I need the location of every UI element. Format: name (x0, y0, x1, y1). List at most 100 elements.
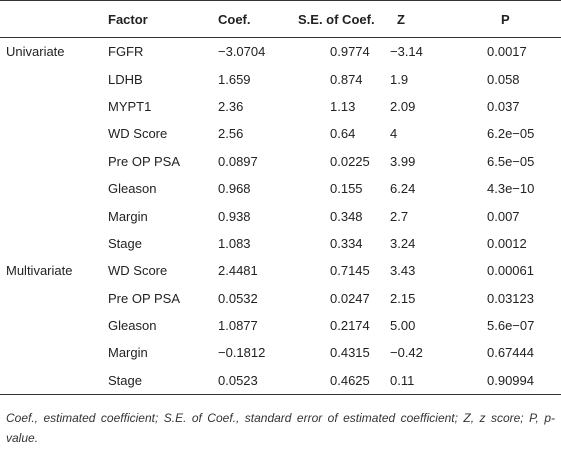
header-cell: Z (397, 11, 405, 27)
table-row: Pre OP PSA 0.0532 0.0247 2.15 0.03123 (0, 285, 561, 312)
table-cell: 0.67444 (487, 345, 534, 361)
table-cell: 5.6e−07 (487, 318, 535, 334)
table-cell: Margin (108, 345, 148, 361)
table-cell: 0.0532 (218, 290, 258, 306)
table-cell: 1.659 (218, 71, 251, 87)
table-cell: 3.99 (390, 153, 416, 169)
header-row: Factor Coef. S.E. of Coef. Z P (0, 0, 561, 38)
header-cell (0, 1, 108, 38)
group-label: Univariate (6, 44, 65, 60)
table-row: WD Score 2.56 0.64 4 6.2e−05 (0, 120, 561, 147)
group-label (0, 339, 108, 366)
table-cell: LDHB (108, 71, 143, 87)
table-cell: 2.7 (390, 208, 409, 224)
table-cell: 0.0247 (330, 290, 370, 306)
table-cell: 0.00061 (487, 263, 534, 279)
table-row: Stage 0.0523 0.4625 0.11 0.90994 (0, 367, 561, 395)
results-table: Factor Coef. S.E. of Coef. Z P Univariate FGF… (0, 0, 561, 395)
table-row: Gleason 1.0877 0.2174 5.00 5.6e−07 (0, 312, 561, 339)
table-cell: MYPT1 (108, 98, 152, 114)
table-cell: 0.334 (330, 235, 363, 251)
table-cell: 1.0877 (218, 318, 258, 334)
table-cell: −0.1812 (218, 345, 266, 361)
table-cell: 1.083 (218, 235, 251, 251)
table-cell: Stage (108, 372, 142, 388)
table-cell: 0.64 (330, 126, 356, 142)
table-cell: −3.0704 (218, 44, 266, 60)
table-row: MYPT1 2.36 1.13 2.09 0.037 (0, 93, 561, 120)
group-label (0, 175, 108, 202)
table-cell: 0.90994 (487, 372, 534, 388)
table-cell: 0.11 (390, 372, 415, 388)
table-cell: 5.00 (390, 318, 416, 334)
table-cell: 4 (390, 126, 398, 142)
table-cell: 0.058 (487, 71, 520, 87)
table-cell: 1.9 (390, 71, 409, 87)
table-cell: 0.0012 (487, 235, 527, 251)
table-cell: 0.0897 (218, 153, 258, 169)
header-cell: Coef. (218, 11, 251, 27)
table-row: Margin 0.938 0.348 2.7 0.007 (0, 202, 561, 229)
table-cell: 3.24 (390, 235, 416, 251)
table-cell: Gleason (108, 181, 157, 197)
table-cell: 0.9774 (330, 44, 370, 60)
table-cell: Pre OP PSA (108, 153, 181, 169)
group-label: Multivariate (6, 263, 73, 279)
table-cell: WD Score (108, 263, 168, 279)
table-row: Margin −0.1812 0.4315 −0.42 0.67444 (0, 339, 561, 366)
table-cell: 6.5e−05 (487, 153, 535, 169)
table-row: Gleason 0.968 0.155 6.24 4.3e−10 (0, 175, 561, 202)
header-cell: Factor (108, 11, 148, 27)
table-cell: 0.4625 (330, 372, 370, 388)
table-cell: 0.0523 (218, 372, 258, 388)
table-row: Stage 1.083 0.334 3.24 0.0012 (0, 230, 561, 257)
table-cell: 3.43 (390, 263, 416, 279)
table-cell: 0.007 (487, 208, 520, 224)
table-cell: 0.2174 (330, 318, 370, 334)
table-cell: 0.938 (218, 208, 251, 224)
table-cell: Margin (108, 208, 148, 224)
table-cell: 0.037 (487, 98, 520, 114)
table-cell: −0.42 (390, 345, 423, 361)
table-cell: Gleason (108, 318, 157, 334)
table-cell: 4.3e−10 (487, 181, 535, 197)
group-label (0, 93, 108, 120)
table-cell: WD Score (108, 126, 168, 142)
group-label (0, 202, 108, 229)
table-cell: −3.14 (390, 44, 423, 60)
table-cell: 2.15 (390, 290, 416, 306)
footnote: Coef., estimated coefficient; S.E. of Co… (6, 411, 555, 445)
table-cell: 0.968 (218, 181, 251, 197)
table-cell: 0.348 (330, 208, 363, 224)
group-label (0, 312, 108, 339)
header-cell: P (501, 11, 510, 27)
table-cell: 6.2e−05 (487, 126, 535, 142)
table-cell: 0.4315 (330, 345, 370, 361)
table-row: LDHB 1.659 0.874 1.9 0.058 (0, 65, 561, 92)
header-cell: S.E. of Coef. (298, 11, 375, 27)
table-cell: 0.155 (330, 181, 363, 197)
table-cell: Pre OP PSA (108, 290, 181, 306)
table-cell: 2.36 (218, 98, 244, 114)
table-cell: FGFR (108, 44, 144, 60)
table-cell: 0.7145 (330, 263, 370, 279)
table-cell: 0.874 (330, 71, 363, 87)
table-row: Pre OP PSA 0.0897 0.0225 3.99 6.5e−05 (0, 148, 561, 175)
group-label (0, 120, 108, 147)
group-label (0, 367, 108, 395)
table-cell: 1.13 (330, 98, 356, 114)
table-cell: 0.0225 (330, 153, 370, 169)
table-cell: Stage (108, 235, 142, 251)
table-cell: 2.09 (390, 98, 416, 114)
group-label (0, 148, 108, 175)
table-body: Univariate FGFR −3.0704 0.9774 −3.14 0.0017 LD… (0, 38, 561, 395)
table-row: Multivariate WD Score 2.4481 0.7145 3.43 0.00… (0, 257, 561, 284)
group-label (0, 65, 108, 92)
table-row: Univariate FGFR −3.0704 0.9774 −3.14 0.0017 (0, 38, 561, 66)
table-cell: 6.24 (390, 181, 416, 197)
group-label (0, 230, 108, 257)
group-label (0, 285, 108, 312)
table-cell: 2.56 (218, 126, 244, 142)
table-cell: 0.0017 (487, 44, 527, 60)
